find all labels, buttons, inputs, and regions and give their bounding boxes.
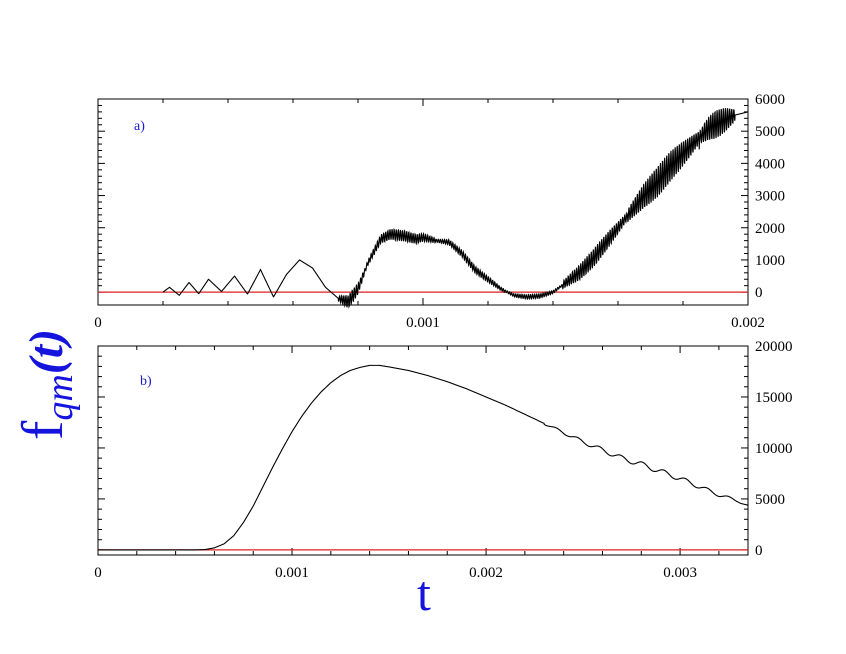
- y-axis-title: fqm(t): [10, 329, 81, 440]
- y-tick-label: 0: [755, 543, 763, 559]
- y-tick-label: 0: [755, 285, 763, 301]
- panel-b: 0 0.001 0.002 0.003 0 5000 10000 15000 20000 b): [94, 339, 792, 581]
- y-tick-label: 5000: [755, 124, 785, 140]
- y-tick-label: 4000: [755, 156, 785, 172]
- x-tick-label: 0.003: [663, 565, 697, 581]
- y-tick-label: 20000: [755, 339, 793, 355]
- y-tick-label: 15000: [755, 390, 793, 406]
- data-curve: [98, 364, 749, 551]
- panel-label: a): [134, 119, 145, 134]
- y-tick-label: 1000: [755, 253, 785, 269]
- y-axis-title-argument: (t): [20, 329, 73, 374]
- panel-a: 0 0.001 0.002 0 1000 2000 3000 4000 5000 6000 a): [94, 92, 785, 331]
- x-tick-label: 0.001: [406, 315, 440, 331]
- x-tick-label: 0: [94, 315, 102, 331]
- x-axis-title: t: [417, 565, 431, 621]
- x-tick-label: 0: [94, 565, 102, 581]
- y-tick-label: 2000: [755, 221, 785, 237]
- y-axis-title-subscript: qm: [39, 374, 81, 420]
- x-tick-label: 0.001: [275, 565, 309, 581]
- plot-frame: [97, 345, 749, 556]
- y-tick-label: 3000: [755, 189, 785, 205]
- y-tick-label: 5000: [755, 492, 785, 508]
- x-tick-label: 0.002: [731, 315, 765, 331]
- panel-label: b): [140, 374, 152, 389]
- y-tick-label: 10000: [755, 441, 793, 457]
- data-curve: [162, 107, 749, 309]
- y-tick-label: 6000: [755, 92, 785, 108]
- x-tick-label: 0.002: [469, 565, 503, 581]
- y-axis-title-main: f: [10, 420, 75, 440]
